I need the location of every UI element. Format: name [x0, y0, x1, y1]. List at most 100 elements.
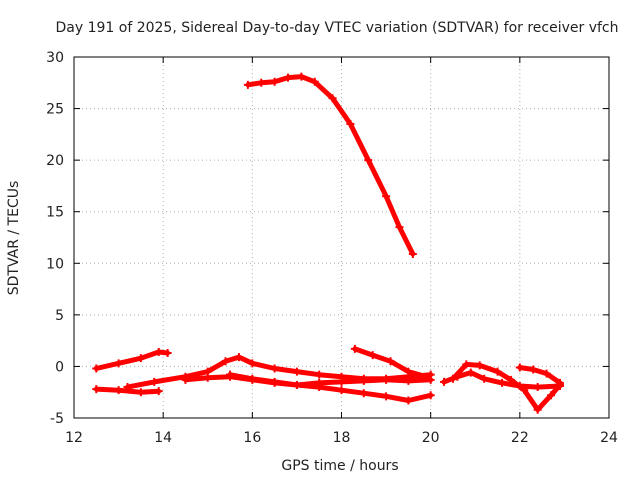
data-point [422, 372, 431, 381]
data-point [395, 223, 404, 232]
data-point [498, 378, 506, 387]
data-point [234, 353, 243, 362]
x-tick-label: 16 [243, 430, 261, 446]
data-point [404, 367, 413, 376]
data-point [243, 80, 252, 89]
data-point [328, 94, 337, 103]
x-tick-label: 20 [422, 430, 440, 446]
data-point [515, 363, 524, 372]
data-point [310, 77, 319, 86]
data-point [292, 367, 301, 376]
x-tick-label: 24 [600, 430, 618, 446]
grid-lines [74, 57, 609, 418]
data-point [547, 391, 556, 400]
data-point [493, 367, 502, 376]
data-point [270, 377, 279, 386]
data-point [154, 387, 163, 396]
data-point [248, 359, 257, 368]
data-point [181, 375, 190, 384]
data-point [136, 388, 145, 397]
data-point [404, 396, 413, 405]
y-tick-label: -5 [50, 411, 64, 427]
data-point [292, 380, 301, 389]
data-point [123, 383, 132, 392]
data-point [257, 78, 266, 87]
data-point [337, 377, 346, 386]
data-point [506, 375, 515, 384]
y-tick-label: 25 [46, 102, 64, 118]
data-point [555, 378, 564, 387]
data-point [163, 349, 172, 358]
data-point [315, 383, 324, 392]
data-point [533, 405, 542, 414]
data-point [426, 375, 435, 384]
data-point [248, 374, 257, 383]
y-axis-label: SDTVAR / TECUs [6, 181, 22, 296]
data-point [114, 386, 123, 395]
data-point [92, 364, 101, 373]
data-point [203, 373, 212, 382]
data-point [408, 250, 417, 259]
series-pass-7 [350, 344, 431, 381]
data-point [448, 374, 457, 383]
data-point [221, 357, 230, 366]
data-point [382, 192, 391, 201]
y-tick-label: 30 [46, 50, 64, 66]
y-tick-label: 20 [46, 153, 64, 169]
data-point [346, 120, 355, 129]
data-point [466, 368, 475, 377]
series-line [227, 372, 434, 403]
data-point [386, 357, 395, 366]
data-point [337, 386, 346, 395]
data-point [404, 376, 413, 385]
series-pass-2 [92, 347, 172, 373]
data-point [440, 377, 449, 386]
data-point [475, 361, 484, 370]
series-line [93, 386, 162, 395]
data-point [284, 73, 292, 82]
data-point [480, 374, 489, 383]
data-point [533, 383, 542, 392]
data-point [542, 369, 551, 378]
x-tick-label: 18 [333, 430, 351, 446]
data-point [136, 354, 145, 363]
data-point [359, 389, 368, 398]
data-point [462, 360, 471, 369]
data-point [270, 77, 279, 86]
data-point [154, 347, 163, 356]
x-tick-label: 22 [511, 430, 529, 446]
data-point [520, 386, 529, 395]
y-tick-label: 0 [55, 359, 64, 375]
data-point [297, 72, 306, 81]
data-point [368, 351, 377, 360]
data-point [150, 377, 159, 386]
chart-title: Day 191 of 2025, Sidereal Day-to-day VTE… [55, 20, 618, 36]
data-point [114, 359, 123, 368]
series-pass-1 [243, 72, 417, 259]
axis-ticks [73, 56, 610, 419]
x-tick-label: 14 [154, 430, 172, 446]
data-point [382, 392, 391, 401]
x-axis-label: GPS time / hours [281, 458, 398, 474]
data-point [270, 364, 279, 373]
series-pass-6 [226, 370, 435, 405]
data-point [92, 385, 101, 394]
data-point [315, 370, 324, 379]
y-tick-label: 10 [46, 256, 64, 272]
data-point [364, 156, 373, 165]
data-point [226, 370, 235, 379]
data-point [529, 365, 538, 374]
y-tick-label: 5 [55, 308, 64, 324]
data-point [359, 376, 368, 385]
y-tick-label: 15 [46, 205, 64, 221]
data-point [426, 391, 435, 400]
data-point [382, 375, 391, 384]
x-tick-label: 12 [65, 430, 83, 446]
series-layer [92, 72, 564, 414]
data-point [350, 344, 359, 353]
series-pass-10 [515, 363, 564, 387]
series-pass-3 [92, 385, 163, 397]
series-line [517, 365, 563, 386]
